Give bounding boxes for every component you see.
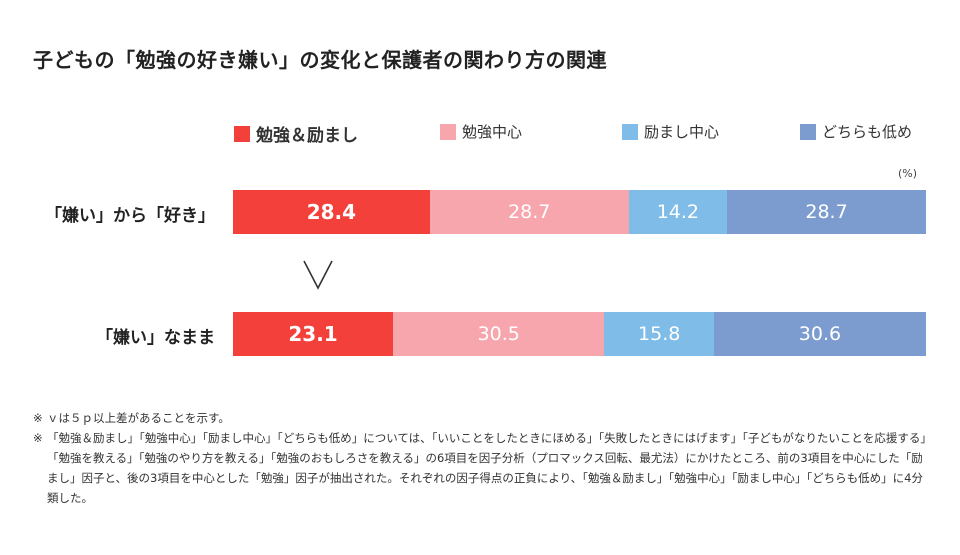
footnotes: ※ ｖは５ｐ以上差があることを示す。 ※ 「勉強＆励まし」「勉強中心」「励まし中… xyxy=(33,408,933,508)
data-label: 28.4 xyxy=(306,200,357,224)
legend-swatch xyxy=(234,125,250,142)
comparison-mark: ∨ xyxy=(300,258,336,292)
footnote-1: ※ ｖは５ｐ以上差があることを示す。 xyxy=(33,408,933,428)
legend-swatch xyxy=(440,123,456,140)
data-label: 28.7 xyxy=(805,201,848,223)
legend-label: どちらも低め xyxy=(822,123,913,141)
legend-item-study-and-encourage: 勉強＆励まし xyxy=(234,121,358,146)
row-label-still-dislike: 「嫌い」なまま xyxy=(96,328,215,348)
data-label: 28.7 xyxy=(508,201,551,223)
bar-segment-study-and-encourage: 23.1 xyxy=(233,312,394,356)
footnote-1-text: ｖは５ｐ以上差があることを示す。 xyxy=(47,411,230,425)
footnote-2: ※ 「勉強＆励まし」「勉強中心」「励まし中心」「どちらも低め」については、「いい… xyxy=(33,428,933,508)
footnote-2-text: 「勉強＆励まし」「勉強中心」「励まし中心」「どちらも低め」については、「いいこと… xyxy=(47,431,932,505)
bar-segment-both-low: 30.6 xyxy=(713,312,926,356)
bar-row-dislike-to-like: 28.4 28.7 14.2 28.7 xyxy=(233,190,926,234)
bar-segment-study-and-encourage: 28.4 xyxy=(233,190,430,234)
bar-segment-study-centered: 30.5 xyxy=(393,312,605,356)
legend-item-both-low: どちらも低め xyxy=(800,121,912,142)
bar-segment-study-centered: 28.7 xyxy=(429,190,629,234)
row-label-dislike-to-like: 「嫌い」から「好き」 xyxy=(45,206,215,226)
data-label: 23.1 xyxy=(288,322,338,346)
legend-item-encourage-centered: 励まし中心 xyxy=(622,121,719,142)
legend-swatch xyxy=(800,123,816,140)
data-label: 30.5 xyxy=(477,323,520,345)
v-comparison-icon xyxy=(303,260,333,290)
legend-label: 励まし中心 xyxy=(644,123,720,141)
chart-title: 子どもの「勉強の好き嫌い」の変化と保護者の関わり方の関連 xyxy=(33,48,607,72)
data-label: 15.8 xyxy=(638,323,681,345)
legend-swatch xyxy=(622,123,638,140)
legend-label: 勉強中心 xyxy=(462,123,523,141)
legend-item-study-centered: 勉強中心 xyxy=(440,121,522,142)
legend-label: 勉強＆励まし xyxy=(256,126,358,146)
bar-segment-both-low: 28.7 xyxy=(727,190,926,234)
note-mark: ※ xyxy=(33,411,43,425)
bar-segment-encourage-centered: 14.2 xyxy=(628,190,728,234)
bar-row-still-dislike: 23.1 30.5 15.8 30.6 xyxy=(233,312,926,356)
note-mark: ※ xyxy=(33,431,43,445)
data-label: 14.2 xyxy=(656,201,700,223)
unit-label: (%) xyxy=(898,167,918,180)
bar-segment-encourage-centered: 15.8 xyxy=(604,312,714,356)
legend: 勉強＆励まし 勉強中心 励まし中心 どちらも低め xyxy=(0,121,960,146)
data-label: 30.6 xyxy=(798,323,842,345)
